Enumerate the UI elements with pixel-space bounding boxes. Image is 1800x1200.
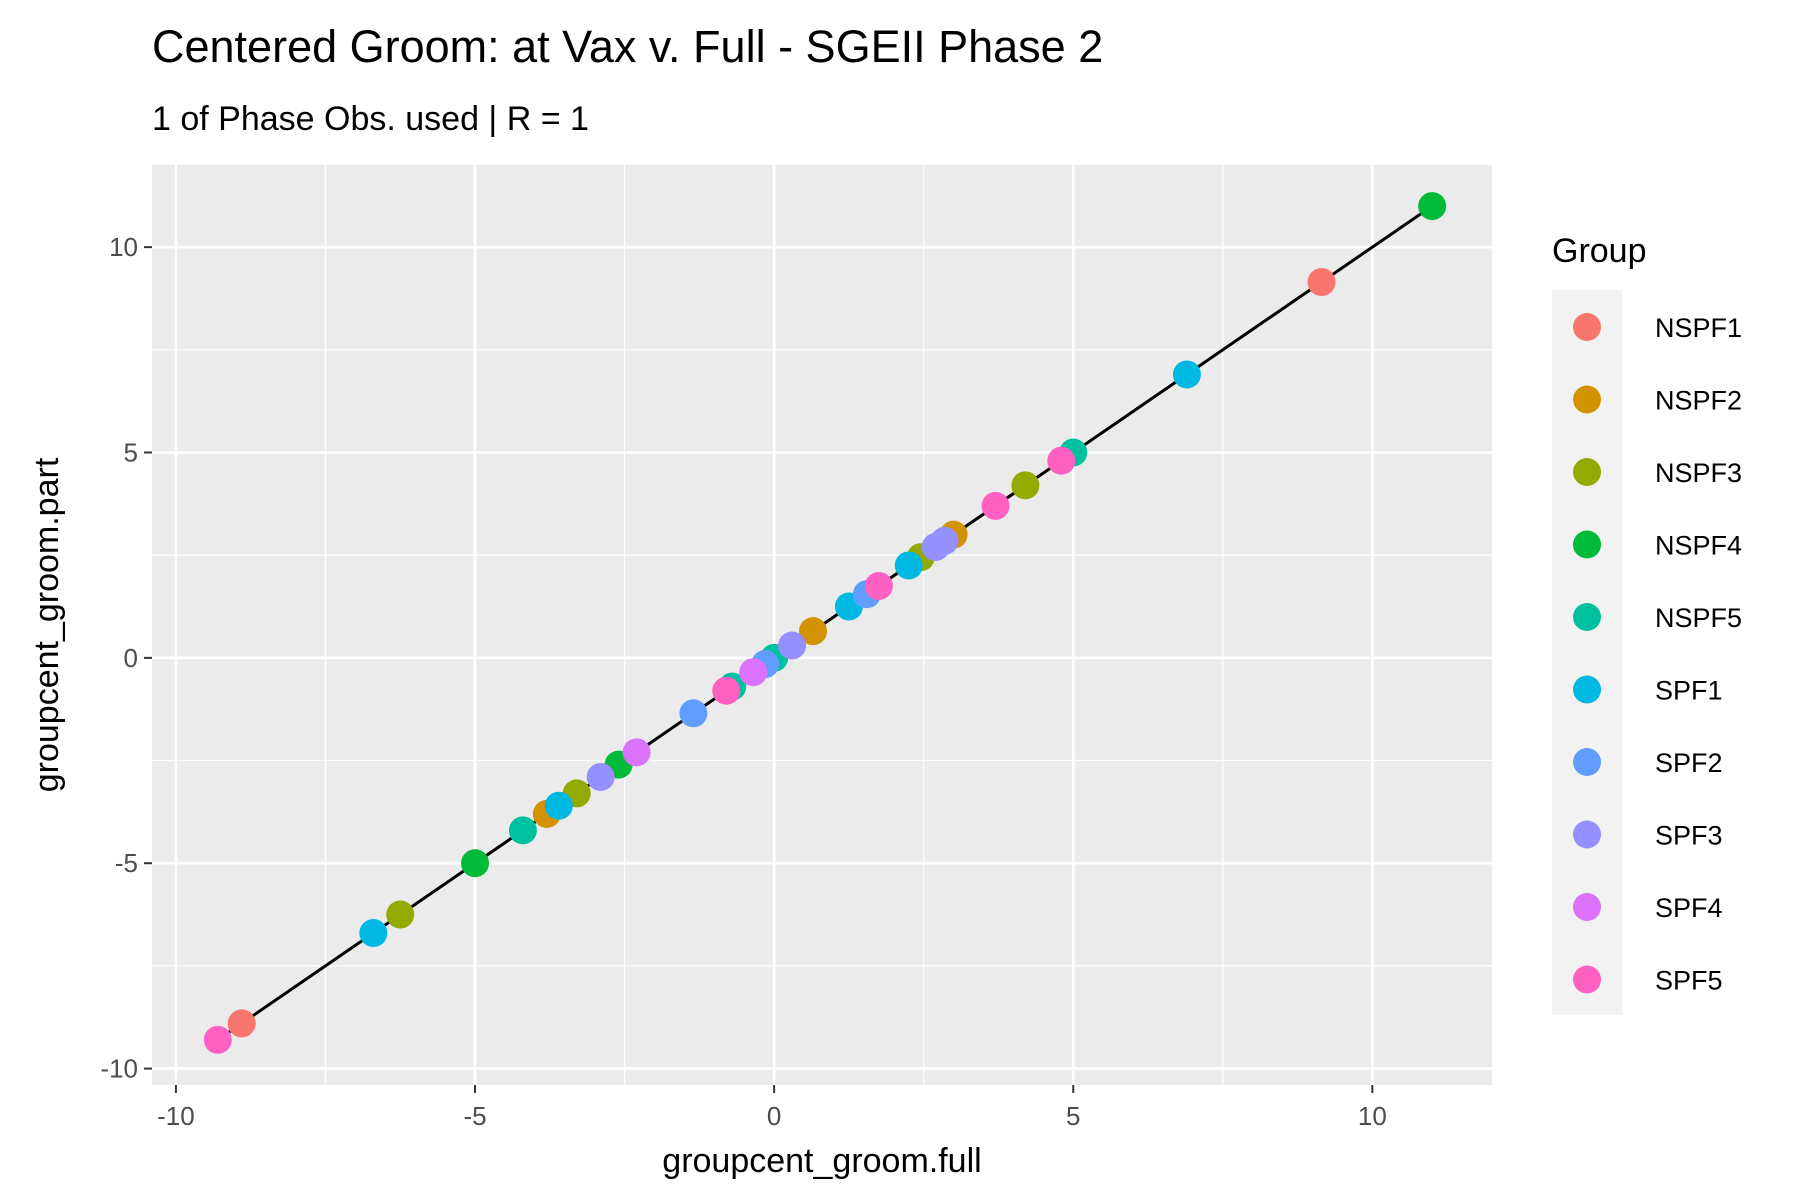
data-point-nspf1 (227, 1009, 256, 1038)
legend-label: NSPF4 (1655, 531, 1742, 561)
legend-key-nspf3 (1573, 458, 1601, 486)
x-axis: -10 -5 0 5 10 (157, 1085, 1387, 1131)
legend-item-spf3: SPF3 (1573, 820, 1723, 851)
data-point-spf5 (712, 676, 741, 705)
y-tick-label: 0 (124, 643, 138, 673)
legend-label: NSPF3 (1655, 458, 1742, 488)
legend-key-nspf4 (1573, 530, 1601, 559)
data-point-nspf2 (799, 617, 828, 646)
data-point-spf3 (586, 762, 615, 791)
legend-label: NSPF1 (1655, 313, 1742, 343)
legend-label: SPF2 (1655, 748, 1723, 778)
y-axis-title: groupcent_groom.part (28, 457, 66, 792)
legend-key-spf2 (1573, 748, 1601, 776)
major-gridlines (152, 165, 1492, 1085)
legend-key-nspf2 (1573, 385, 1601, 414)
data-point-spf4 (739, 658, 768, 687)
data-point-spf4 (622, 738, 651, 767)
data-point-spf1 (894, 551, 923, 580)
y-axis: -10 -5 0 5 10 (100, 232, 152, 1084)
legend-item-nspf3: NSPF3 (1573, 458, 1742, 488)
x-axis-title: groupcent_groom.full (662, 1142, 981, 1180)
legend-label: SPF4 (1655, 893, 1723, 923)
legend-item-nspf4: NSPF4 (1573, 530, 1742, 561)
x-tick-label: -10 (157, 1101, 195, 1131)
legend-label: SPF1 (1655, 676, 1723, 706)
data-point-spf1 (359, 919, 388, 948)
data-point-nspf4 (461, 849, 490, 878)
legend-items: NSPF1 NSPF2 NSPF3 NSPF4 NSPF5 SPF1 SPF2 SPF3 SPF… (1573, 313, 1742, 996)
data-point-spf3 (930, 526, 959, 555)
legend-item-nspf2: NSPF2 (1573, 385, 1742, 416)
legend-title: Group (1552, 232, 1647, 270)
y-tick-label: 10 (109, 232, 138, 262)
data-point-nspf5 (508, 816, 537, 845)
chart-subtitle: 1 of Phase Obs. used | R = 1 (152, 100, 589, 138)
legend-label: SPF5 (1655, 966, 1723, 996)
data-point-spf5 (981, 491, 1010, 520)
legend-item-spf5: SPF5 (1573, 965, 1723, 996)
x-tick-label: -5 (463, 1101, 486, 1131)
data-point-spf5 (864, 571, 893, 600)
fit-line (216, 204, 1434, 1042)
data-point-spf1 (544, 791, 573, 820)
data-point-spf2 (679, 699, 708, 728)
legend-item-nspf1: NSPF1 (1573, 313, 1742, 343)
data-point-spf3 (778, 631, 807, 660)
legend-item-spf4: SPF4 (1573, 893, 1723, 923)
x-tick-label: 0 (767, 1101, 781, 1131)
legend-key-spf5 (1573, 965, 1601, 994)
chart-title: Centered Groom: at Vax v. Full - SGEII P… (152, 21, 1103, 72)
legend-item-nspf5: NSPF5 (1573, 603, 1742, 633)
legend-label: NSPF5 (1655, 603, 1742, 633)
data-points (203, 192, 1447, 1054)
minor-gridlines (152, 165, 1492, 1085)
data-point-spf5 (1047, 446, 1076, 475)
legend-item-spf1: SPF1 (1573, 675, 1723, 706)
legend-key-nspf1 (1573, 313, 1601, 341)
legend-item-spf2: SPF2 (1573, 748, 1723, 778)
data-point-spf1 (1172, 360, 1201, 389)
data-point-nspf3 (1011, 471, 1040, 500)
y-tick-label: 5 (124, 438, 138, 468)
data-point-nspf1 (1307, 268, 1336, 297)
legend-key-spf3 (1573, 820, 1601, 849)
legend-key-spf4 (1573, 893, 1601, 921)
legend-key-spf1 (1573, 675, 1601, 704)
plot-area (152, 165, 1492, 1085)
legend-key-nspf5 (1573, 603, 1601, 631)
data-point-nspf3 (386, 900, 415, 929)
data-point-nspf4 (1418, 192, 1447, 221)
legend-label: SPF3 (1655, 821, 1723, 851)
legend: Group NSPF1 NSPF2 NSPF3 NSPF4 NSPF5 SPF1 SPF2 S… (1552, 232, 1742, 1015)
legend-label: NSPF2 (1655, 386, 1742, 416)
x-tick-label: 5 (1066, 1101, 1080, 1131)
data-point-spf5 (203, 1025, 232, 1054)
x-tick-label: 10 (1358, 1101, 1387, 1131)
y-tick-label: -10 (100, 1054, 138, 1084)
y-tick-label: -5 (115, 848, 138, 878)
